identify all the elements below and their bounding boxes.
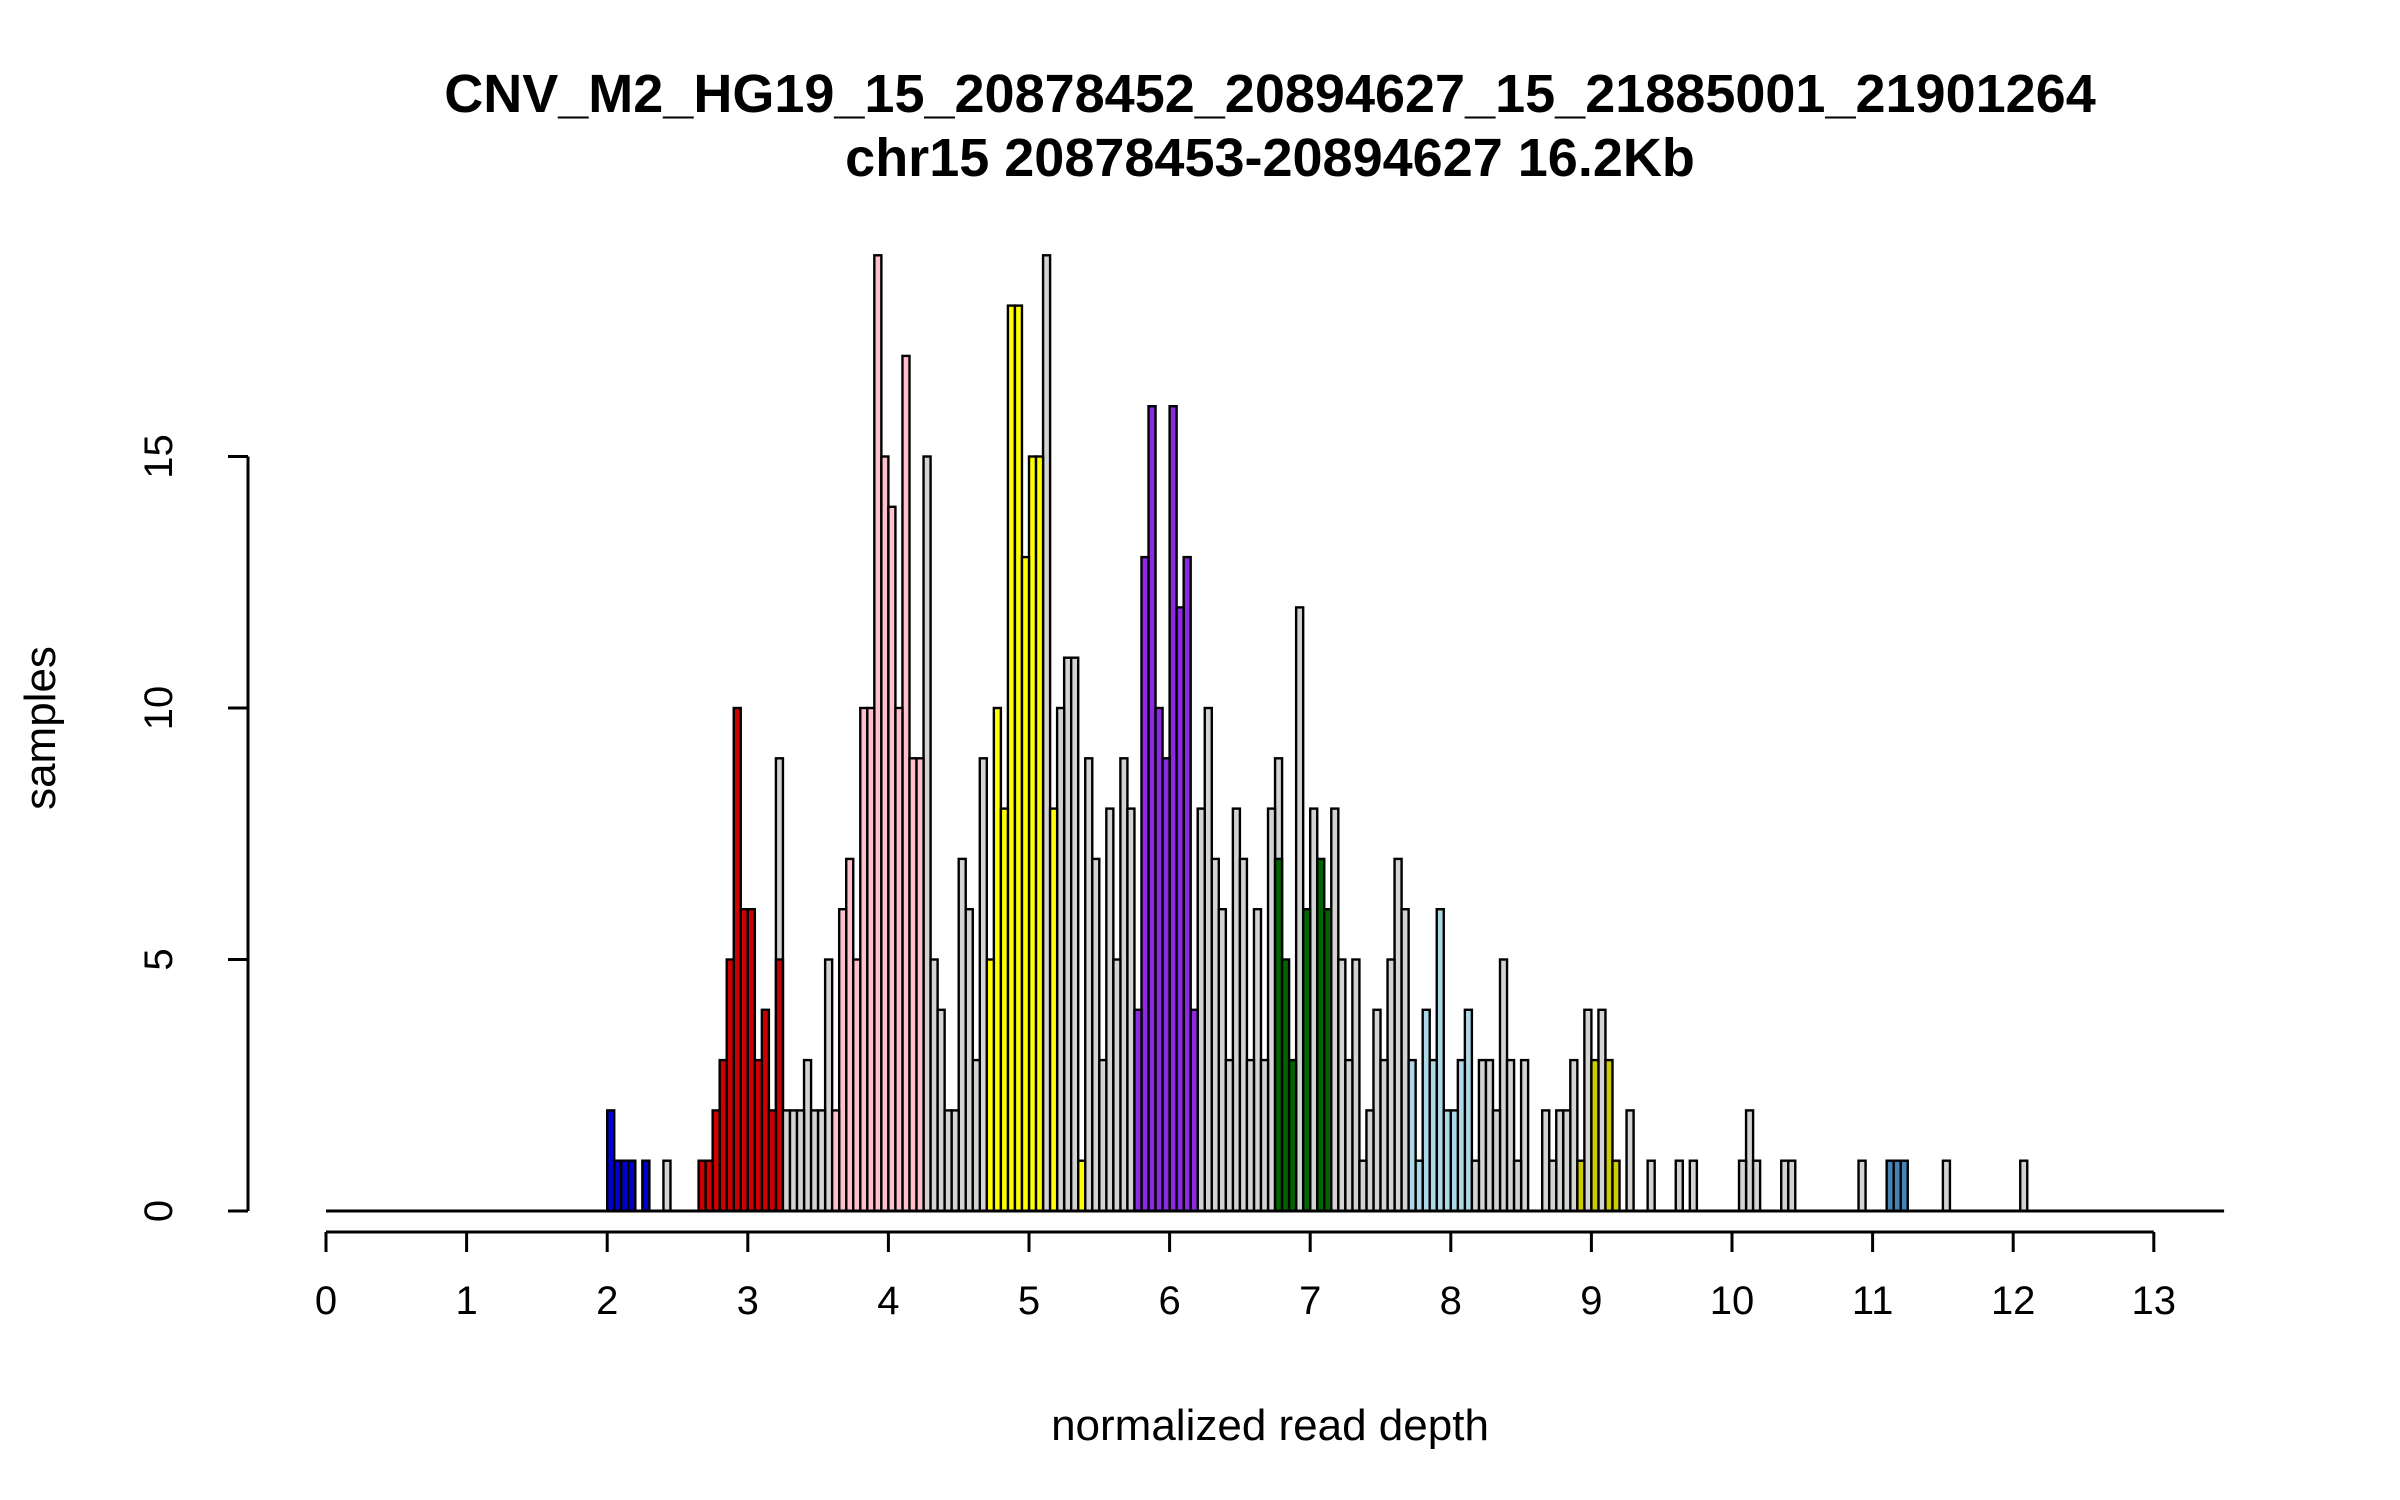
histogram-bars: [606, 254, 2029, 1213]
histogram-bar: [915, 757, 925, 1213]
y-tick-label: 10: [137, 686, 181, 731]
histogram-bar: [1590, 1058, 1600, 1213]
histogram-bar: [1646, 1159, 1656, 1213]
histogram-bar: [1034, 455, 1045, 1213]
y-axis-label: samples: [16, 646, 65, 810]
histogram-bar: [1548, 1159, 1558, 1213]
histogram-bar: [1576, 1159, 1586, 1213]
histogram-bar: [1344, 1058, 1354, 1213]
histogram-bar: [1077, 1159, 1087, 1213]
histogram-bar: [852, 958, 862, 1213]
x-tick-label: 4: [877, 1279, 899, 1323]
histogram-bar: [1787, 1159, 1797, 1213]
histogram-bar: [971, 1058, 981, 1213]
histogram-bar: [1857, 1159, 1867, 1213]
histogram-bar: [1133, 1008, 1143, 1213]
x-tick-label: 12: [1991, 1279, 2036, 1323]
histogram-bar: [1161, 757, 1171, 1213]
histogram-bar: [1470, 1159, 1481, 1213]
histogram-bar: [1899, 1159, 1909, 1213]
histogram-bar: [1069, 656, 1080, 1213]
histogram-bar: [816, 1109, 827, 1213]
histogram-bar: [1020, 555, 1031, 1213]
histogram-bar: [1048, 807, 1059, 1213]
x-tick-label: 2: [596, 1279, 618, 1323]
histogram-bar: [1491, 1109, 1502, 1213]
x-tick-label: 5: [1018, 1279, 1040, 1323]
histogram-bar: [894, 706, 904, 1213]
x-axis-label: normalized read depth: [1051, 1401, 1489, 1450]
histogram-bar: [830, 1109, 841, 1213]
y-axis: 0 5 10 15: [137, 434, 250, 1222]
histogram-bar: [1287, 1058, 1298, 1213]
histogram-bar: [1941, 1159, 1952, 1213]
x-axis: 0 1 2 3 4 5 6 7 8 9 10 11 12 13: [315, 1230, 2177, 1323]
histogram-bar: [1611, 1159, 1621, 1213]
x-tick-label: 8: [1440, 1279, 1462, 1323]
histogram-bar: [1737, 1159, 1748, 1213]
histogram-bar: [1428, 1058, 1438, 1213]
histogram-bar: [1189, 1008, 1199, 1213]
histogram-bar: [950, 1109, 960, 1213]
histogram-bar: [2019, 1159, 2029, 1213]
histogram-bar: [1414, 1159, 1424, 1213]
chart-subtitle: chr15 20878453-20894627 16.2Kb: [845, 128, 1695, 188]
histogram-bar: [662, 1159, 672, 1213]
x-tick-label: 13: [2132, 1279, 2177, 1323]
histogram-bar: [641, 1159, 651, 1213]
x-tick-label: 6: [1158, 1279, 1180, 1323]
x-tick-label: 1: [455, 1279, 477, 1323]
histogram-bar: [1512, 1159, 1523, 1213]
chart-title: CNV_M2_HG19_15_20878452_20894627_15_2188…: [444, 64, 2096, 124]
histogram-bar: [1379, 1058, 1389, 1213]
histogram-bar: [1175, 606, 1185, 1213]
histogram-bar: [985, 958, 996, 1213]
histogram-bar: [767, 1109, 778, 1213]
histogram-bar: [1562, 1109, 1572, 1213]
histogram-bar: [999, 807, 1010, 1213]
y-tick-label: 0: [137, 1200, 181, 1222]
x-tick-label: 9: [1580, 1279, 1602, 1323]
histogram-bar: [1751, 1159, 1762, 1213]
histogram-bar: [866, 706, 876, 1213]
histogram-bar: [1259, 1058, 1270, 1213]
histogram-bar: [1625, 1109, 1635, 1213]
x-tick-label: 3: [737, 1279, 759, 1323]
histogram-bar: [1674, 1159, 1684, 1213]
histogram-bar: [1224, 1058, 1235, 1213]
histogram-bar: [1098, 1058, 1108, 1213]
histogram-bar: [1301, 908, 1312, 1213]
y-tick-label: 15: [137, 434, 181, 479]
histogram-bar: [795, 1109, 806, 1213]
histogram-bar: [1688, 1159, 1699, 1213]
histogram-bar: [704, 1159, 714, 1213]
x-tick-label: 7: [1299, 1279, 1321, 1323]
histogram-bar: [1358, 1159, 1368, 1213]
x-tick-label: 0: [315, 1279, 337, 1323]
histogram-bar: [1112, 958, 1122, 1213]
histogram-bar: [1245, 1058, 1256, 1213]
y-tick-label: 5: [137, 948, 181, 970]
histogram-bar: [627, 1159, 637, 1213]
histogram-bar: [753, 1058, 764, 1213]
histogram-bar: [1449, 1109, 1460, 1213]
x-tick-label: 10: [1710, 1279, 1755, 1323]
histogram-bar: [1323, 908, 1333, 1213]
x-tick-label: 11: [1852, 1279, 1894, 1323]
